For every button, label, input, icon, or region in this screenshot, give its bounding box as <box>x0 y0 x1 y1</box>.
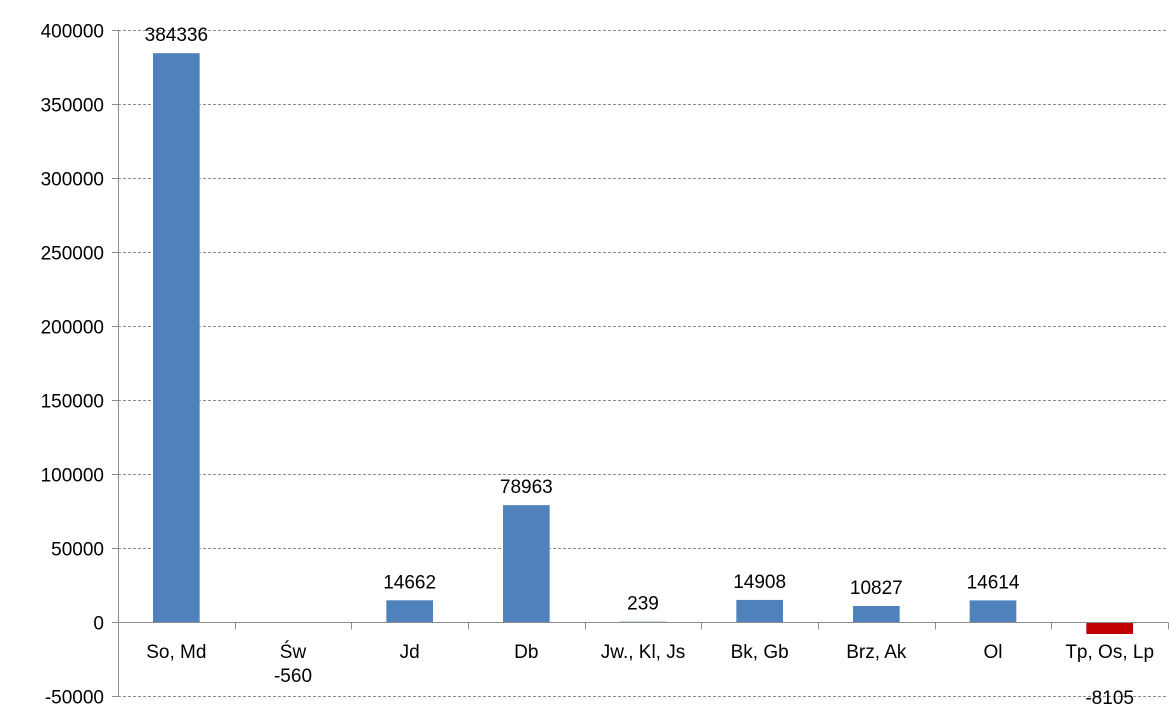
bar <box>1086 622 1133 634</box>
category-label: Brz, Ak <box>846 642 907 663</box>
y-tick-label: 150000 <box>41 392 104 413</box>
category-label: Św <box>280 641 307 663</box>
data-label: -560 <box>274 666 312 687</box>
y-tick-label: -50000 <box>45 688 104 709</box>
category-label: Jw., Kl, Js <box>601 642 685 663</box>
data-label: 14662 <box>383 572 436 593</box>
data-label: 78963 <box>500 477 553 498</box>
category-label: So, Md <box>146 642 206 663</box>
category-label: Db <box>514 642 538 663</box>
bars <box>153 53 1133 634</box>
bar <box>969 600 1017 622</box>
data-label: 14614 <box>967 572 1020 593</box>
data-label: 14908 <box>733 572 786 593</box>
y-tick-label: 400000 <box>41 22 104 43</box>
category-label: Bk, Gb <box>731 642 789 663</box>
y-axis: -50000 0 50000 100000 150000 200000 250000 3000… <box>41 22 119 709</box>
data-labels: 384336 -560 14662 78963 239 14908 10827 14614 -8… <box>145 25 1134 709</box>
data-label: 384336 <box>145 25 208 46</box>
y-tick-label: 50000 <box>51 540 104 561</box>
bar <box>853 605 900 622</box>
bar <box>153 53 200 622</box>
bar <box>386 600 433 622</box>
bar <box>736 599 783 622</box>
data-label: 239 <box>627 594 659 615</box>
category-label: Tp, Os, Lp <box>1065 642 1154 663</box>
data-label: -8105 <box>1085 688 1134 709</box>
y-tick-label: 350000 <box>41 96 104 117</box>
data-label: 10827 <box>850 578 903 599</box>
y-tick-label: 0 <box>93 614 104 635</box>
y-tick-label: 250000 <box>41 244 104 265</box>
category-label: Ol <box>984 642 1003 663</box>
x-axis: So, Md Św Jd Db Jw., Kl, Js Bk, Gb Brz, Ak Ol Tp… <box>118 622 1169 663</box>
gridlines <box>118 30 1168 697</box>
category-label: Jd <box>400 642 420 663</box>
y-tick-label: 200000 <box>41 318 104 339</box>
bar <box>503 505 550 622</box>
y-tick-label: 300000 <box>41 170 104 191</box>
y-tick-label: 100000 <box>41 466 104 487</box>
